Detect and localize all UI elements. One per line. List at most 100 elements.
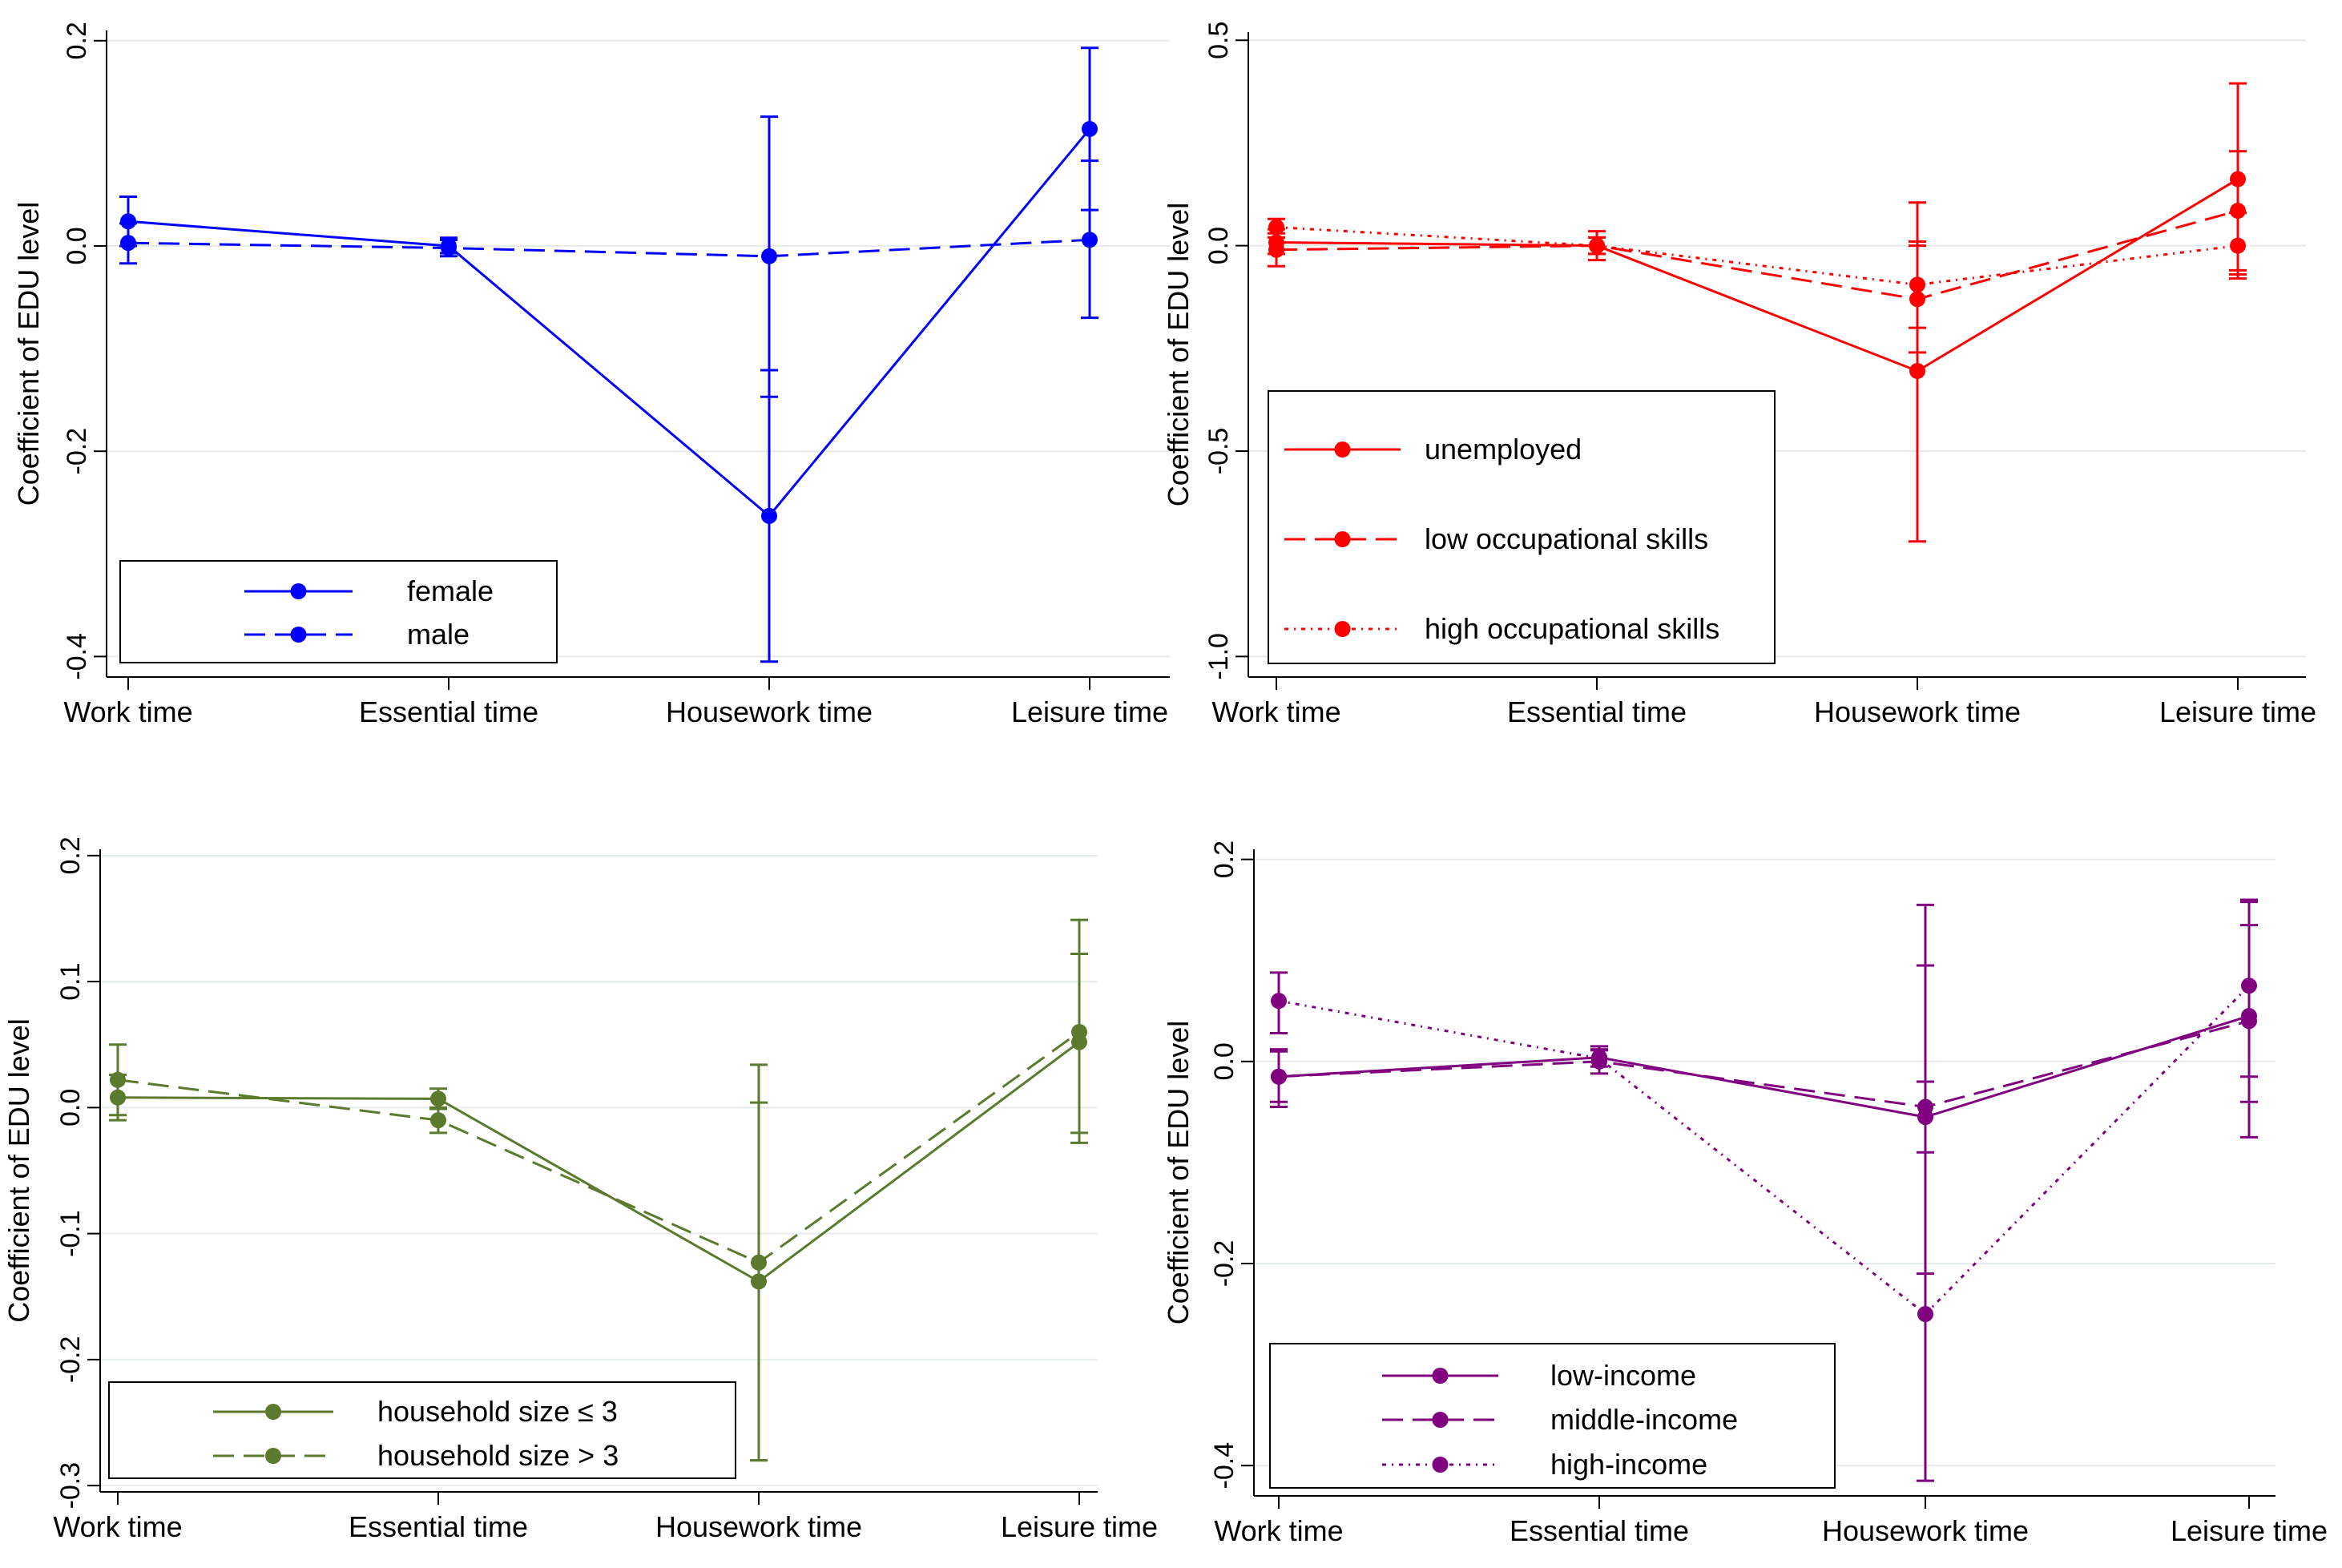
y-tick-label: -1.0 — [1203, 633, 1234, 680]
series-line — [1278, 1014, 2250, 1119]
y-tick-label: -0.5 — [1203, 428, 1234, 475]
legend-swatch-marker — [290, 583, 307, 599]
y-tick-label: -0.4 — [1209, 1442, 1240, 1489]
data-point — [761, 248, 777, 264]
data-point — [430, 1090, 446, 1107]
legend-box — [1269, 1343, 1836, 1489]
x-tick-label: Work time — [63, 695, 192, 728]
data-point — [110, 1071, 126, 1088]
legend-label: male — [407, 618, 470, 651]
legend-box — [108, 1381, 736, 1479]
series-line — [1276, 209, 2239, 300]
chart-panel-top-right: 0.5 0.0 -0.5 -1.0 Coefficient of EDU level Wo… — [1162, 22, 2316, 728]
legend-label: low-income — [1550, 1359, 1696, 1392]
series-high occupational skills — [1268, 212, 2247, 329]
chart-panel-bottom-left: 0.2 0.1 0.0 -0.1 -0.2 -0.3 Coefficient of EDU … — [2, 836, 1158, 1543]
x-tick-label: Leisure time — [2171, 1514, 2328, 1547]
legend: unemployed low occupational skills high oc… — [1268, 390, 1776, 664]
x-tick-label: Essential time — [1510, 1514, 1689, 1547]
y-tick-label: -0.1 — [55, 1210, 86, 1257]
legend-box — [119, 560, 558, 663]
data-point — [1071, 1024, 1087, 1041]
y-axis-title: Coefficient of EDU level — [1162, 1021, 1195, 1325]
x-tick-label: Work time — [53, 1510, 182, 1543]
y-tick-label: 0.2 — [62, 22, 92, 59]
series-low occupational skills — [1268, 150, 2247, 354]
series-line — [1278, 985, 2251, 1316]
data-point — [1268, 219, 1284, 236]
series-line — [117, 1030, 1080, 1264]
x-tick-label: Housework time — [1814, 695, 2021, 728]
series-household size > 3 — [109, 918, 1088, 1462]
legend-label: high occupational skills — [1425, 612, 1719, 645]
x-tick-label: Leisure time — [1011, 695, 1168, 728]
x-tick-label: Housework time — [655, 1510, 862, 1543]
y-tick-label: 0.0 — [62, 227, 92, 264]
legend-label: female — [407, 574, 494, 607]
x-tick-label: Work time — [1214, 1514, 1343, 1547]
legend-label: unemployed — [1425, 433, 1582, 466]
data-point — [120, 235, 136, 252]
y-tick-label: 0.5 — [1203, 22, 1234, 59]
y-tick-label: -0.2 — [55, 1336, 86, 1384]
x-tick-label: Essential time — [1507, 695, 1687, 728]
legend: female male — [119, 560, 558, 663]
data-point — [1271, 1068, 1287, 1085]
data-point — [2230, 203, 2246, 220]
legend-swatch-marker — [290, 627, 307, 643]
x-tick-label: Leisure time — [2159, 695, 2316, 728]
data-point — [1271, 993, 1287, 1010]
data-point — [751, 1254, 767, 1271]
x-tick-label: Essential time — [359, 695, 538, 728]
series-line — [1276, 226, 2239, 286]
data-point — [120, 213, 136, 230]
y-tick-label: -0.4 — [62, 633, 92, 680]
y-tick-label: 0.1 — [55, 962, 86, 1000]
legend-label: middle-income — [1550, 1403, 1738, 1436]
y-tick-label: 0.0 — [1203, 227, 1234, 264]
x-tick-label: Leisure time — [1001, 1510, 1158, 1543]
chart-panel-top-left: 0.2 0.0 -0.2 -0.4 Coefficient of EDU level Wo… — [12, 22, 1170, 728]
legend: low-income middle-income high-income — [1269, 1343, 1836, 1489]
legend-label: high-income — [1550, 1448, 1707, 1481]
data-point — [1909, 276, 1925, 293]
series-low-income — [1270, 924, 2258, 1154]
data-point — [441, 240, 457, 256]
data-point — [1917, 1306, 1933, 1323]
legend-label: low occupational skills — [1425, 522, 1708, 555]
y-tick-label: 0.0 — [55, 1089, 86, 1127]
data-point — [430, 1112, 446, 1129]
data-point — [761, 507, 777, 524]
series-line — [127, 128, 1091, 518]
y-tick-label: 0.0 — [1209, 1042, 1240, 1080]
data-point — [2230, 237, 2246, 254]
legend: household size ≤ 3 household size > 3 — [108, 1381, 736, 1479]
legend-swatch-marker — [1334, 621, 1351, 637]
data-point — [1591, 1050, 1607, 1067]
x-tick-label: Essential time — [349, 1510, 528, 1543]
data-point — [1082, 120, 1098, 137]
legend-swatch-marker — [1432, 1457, 1449, 1473]
x-tick-label: Housework time — [1822, 1514, 2029, 1547]
legend-box — [1268, 390, 1776, 664]
legend-label: household size ≤ 3 — [377, 1395, 618, 1428]
x-tick-label: Work time — [1211, 695, 1340, 728]
series-line — [1278, 1019, 2250, 1109]
y-axis-title: Coefficient of EDU level — [2, 1018, 35, 1323]
data-point — [1589, 237, 1605, 254]
y-tick-label: 0.2 — [55, 836, 86, 874]
series-male — [119, 115, 1098, 398]
y-axis-title: Coefficient of EDU level — [12, 202, 45, 506]
x-tick-label: Housework time — [666, 695, 873, 728]
legend-swatch-marker — [1432, 1412, 1449, 1428]
y-tick-label: 0.2 — [1209, 840, 1240, 878]
legend-swatch-marker — [265, 1448, 281, 1464]
legend-label: household size > 3 — [377, 1439, 619, 1472]
series-line — [1276, 178, 2239, 373]
legend-swatch-marker — [1334, 531, 1351, 547]
y-axis-title: Coefficient of EDU level — [1162, 203, 1195, 507]
series-line — [127, 238, 1090, 258]
legend-swatch-marker — [1432, 1368, 1449, 1384]
